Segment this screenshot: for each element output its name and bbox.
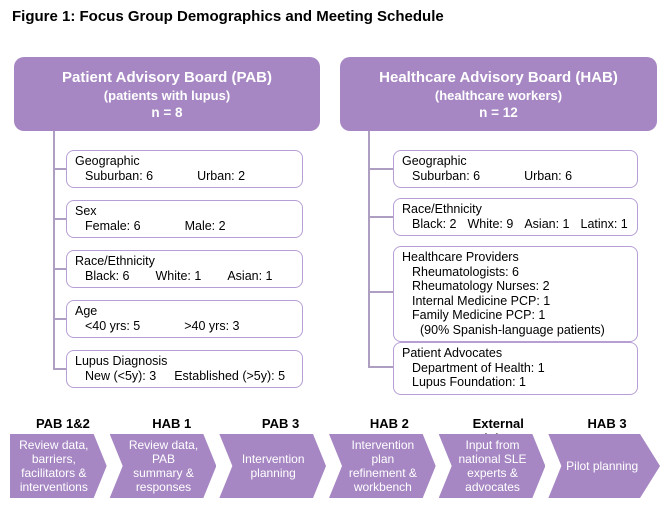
- box-heading: Race/Ethnicity: [75, 254, 155, 268]
- stage-label-hab-1: HAB 1: [152, 416, 192, 431]
- box-heading: Race/Ethnicity: [402, 202, 482, 216]
- stat-line: Rheumatologists: 6: [412, 264, 520, 279]
- pab-subtitle: (patients with lupus): [103, 87, 231, 103]
- stage-label-hab-2: HAB 2: [369, 416, 409, 431]
- box-heading: Healthcare Providers: [402, 250, 519, 264]
- stat-item: Established (>5y): 5: [174, 368, 286, 383]
- stat-item: White: 1: [155, 268, 202, 283]
- box-heading: Lupus Diagnosis: [75, 354, 168, 368]
- timeline-stage-2: Review data, PAB summary & responses: [110, 434, 217, 498]
- hab-connector-branch: [368, 216, 393, 218]
- timeline-stage-5: Input from national SLE experts & advoca…: [439, 434, 546, 498]
- pab-connector-branch: [53, 268, 66, 270]
- pab-connector-branch: [53, 218, 66, 220]
- stat-item: New (<5y): 3: [85, 368, 157, 383]
- pab-box-race-ethnicity: Race/Ethnicity Black: 6 White: 1 Asian: …: [66, 250, 303, 288]
- pab-connector-branch: [53, 168, 66, 170]
- stat-item: Black: 6: [85, 268, 130, 283]
- hab-count: n = 12: [479, 104, 518, 120]
- hab-connector-branch: [368, 291, 393, 293]
- pab-connector-trunk: [53, 131, 55, 369]
- box-heading: Age: [75, 304, 98, 318]
- pab-connector-branch: [53, 368, 66, 370]
- box-heading: Geographic: [75, 154, 140, 168]
- stat-item: Suburban: 6: [85, 168, 154, 183]
- stat-item: Black: 2: [412, 216, 457, 231]
- hab-box-geographic: Geographic Suburban: 6 Urban: 6: [393, 150, 638, 188]
- stat-item: Latinx: 1: [580, 216, 628, 231]
- stat-item: Urban: 6: [524, 168, 573, 183]
- pab-box-age: Age <40 yrs: 5 >40 yrs: 3: [66, 300, 303, 338]
- pab-title: Patient Advisory Board (PAB): [61, 68, 273, 86]
- stat-line: Department of Health: 1: [412, 360, 545, 375]
- pab-box-geographic: Geographic Suburban: 6 Urban: 2: [66, 150, 303, 188]
- timeline-stage-1: Review data, barriers, facilitators & in…: [10, 434, 107, 498]
- timeline-stage-3: Intervention planning: [219, 434, 326, 498]
- stat-item: <40 yrs: 5: [85, 318, 141, 333]
- stage-label-pab-1-2: PAB 1&2: [35, 416, 90, 431]
- hab-connector-branch: [368, 168, 393, 170]
- hab-box-race-ethnicity: Race/Ethnicity Black: 2 White: 9 Asian: …: [393, 198, 638, 236]
- stat-item: Urban: 2: [197, 168, 246, 183]
- stat-line: Internal Medicine PCP: 1: [412, 293, 551, 308]
- figure-title: Figure 1: Focus Group Demographics and M…: [12, 8, 444, 25]
- hab-title: Healthcare Advisory Board (HAB): [379, 68, 618, 86]
- stat-line: Lupus Foundation: 1: [412, 375, 526, 389]
- stat-item: Asian: 1: [227, 268, 273, 283]
- hab-subtitle: (healthcare workers): [434, 87, 563, 103]
- pab-header-box: Patient Advisory Board (PAB) (patients w…: [14, 57, 320, 131]
- stat-item: Female: 6: [85, 218, 141, 233]
- hab-connector-branch: [368, 366, 393, 368]
- stat-item: White: 9: [467, 216, 514, 231]
- stat-item: Suburban: 6: [412, 168, 481, 183]
- stat-item: >40 yrs: 3: [184, 318, 240, 333]
- pab-count: n = 8: [151, 104, 183, 120]
- stat-line: Rheumatology Nurses: 2: [412, 279, 550, 293]
- stat-note: (90% Spanish-language patients): [420, 322, 605, 337]
- timeline-stage-6: Pilot planning: [548, 434, 660, 498]
- timeline-stage-4: Intervention plan refinement & workbench: [329, 434, 436, 498]
- stage-label-hab-3: HAB 3: [587, 416, 627, 431]
- stat-item: Male: 2: [184, 218, 226, 233]
- hab-header-box: Healthcare Advisory Board (HAB) (healthc…: [340, 57, 657, 131]
- hab-box-patient-advocates: Patient Advocates Department of Health: …: [393, 342, 638, 395]
- pab-box-lupus-diagnosis: Lupus Diagnosis New (<5y): 3 Established…: [66, 350, 303, 388]
- pab-box-sex: Sex Female: 6 Male: 2: [66, 200, 303, 238]
- box-heading: Patient Advocates: [402, 346, 503, 360]
- box-heading: Geographic: [402, 154, 467, 168]
- hab-connector-trunk: [368, 131, 370, 367]
- box-heading: Sex: [75, 204, 97, 218]
- stage-label-pab-3: PAB 3: [261, 416, 300, 431]
- stat-item: Asian: 1: [524, 216, 570, 231]
- pab-connector-branch: [53, 318, 66, 320]
- hab-box-healthcare-providers: Healthcare Providers Rheumatologists: 6 …: [393, 246, 638, 342]
- stat-line: Family Medicine PCP: 1: [412, 308, 546, 322]
- timeline-chevron-band: Review data, barriers, facilitators & in…: [10, 434, 660, 498]
